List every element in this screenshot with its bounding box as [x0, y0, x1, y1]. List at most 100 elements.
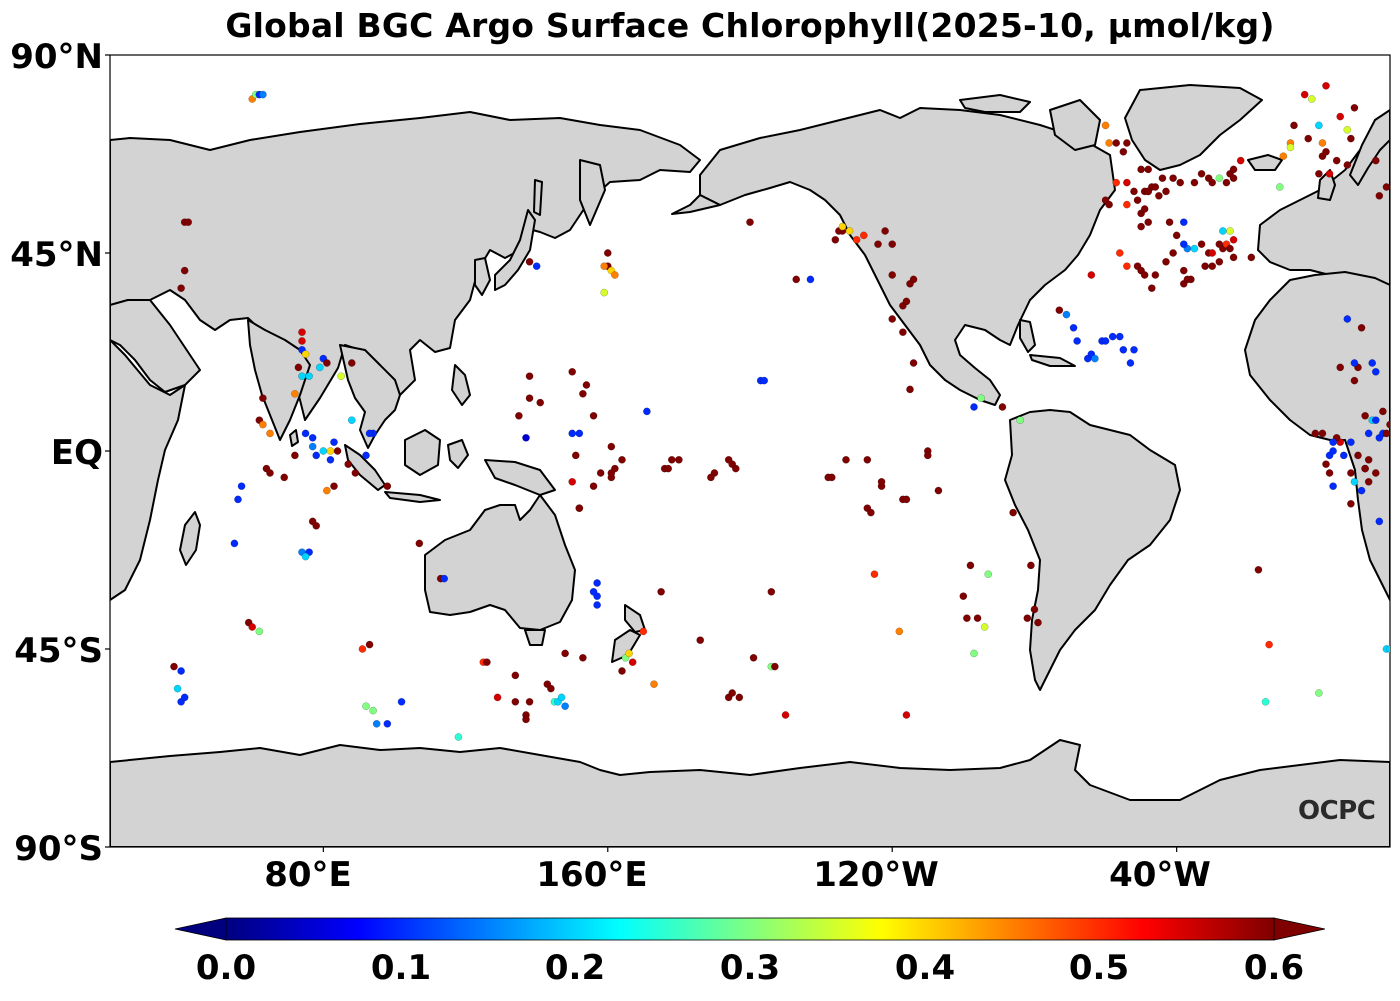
float-point [1386, 420, 1390, 429]
float-point [963, 614, 971, 623]
float-point [301, 350, 310, 359]
float-point [1144, 218, 1153, 227]
float-point [1318, 139, 1327, 147]
lon-label-40w: 40°W [1109, 855, 1211, 895]
float-point [1336, 363, 1345, 372]
float-point [1162, 257, 1170, 266]
borneo [404, 429, 441, 476]
float-point [365, 429, 374, 438]
float-point [483, 658, 491, 667]
float-point [1069, 323, 1078, 332]
float-point [347, 416, 356, 425]
float-point [1322, 81, 1330, 90]
float-point [977, 394, 985, 403]
float-point [1123, 178, 1131, 187]
float-point [593, 579, 601, 587]
float-point [1311, 429, 1320, 438]
float-point [973, 614, 982, 623]
float-point [525, 372, 534, 381]
float-point [1126, 359, 1135, 367]
float-point [667, 455, 676, 464]
new-zealand-south [611, 629, 641, 663]
float-point [1304, 134, 1313, 143]
float-point [1030, 605, 1039, 614]
float-point [909, 275, 918, 284]
float-point [1112, 139, 1121, 147]
float-point [749, 653, 758, 662]
float-point [923, 451, 932, 460]
float-point [1151, 271, 1160, 279]
float-point [259, 420, 267, 429]
madagascar [179, 511, 201, 566]
float-point [607, 442, 616, 451]
float-point [1347, 499, 1355, 508]
float-point [525, 257, 534, 266]
float-point [308, 433, 317, 442]
float-point [1147, 284, 1156, 293]
float-point [1361, 464, 1369, 473]
float-point [906, 385, 914, 394]
float-point [575, 429, 584, 438]
float-point [1265, 640, 1273, 649]
float-point [1201, 262, 1209, 271]
float-point [1286, 143, 1295, 152]
north-america [699, 107, 1116, 406]
float-point [1190, 178, 1199, 187]
float-point [1183, 275, 1192, 284]
float-point [899, 328, 907, 337]
float-point [1329, 482, 1337, 491]
float-point [1144, 165, 1153, 174]
float-point [298, 337, 306, 345]
land-layer [110, 84, 1390, 847]
float-point [1368, 359, 1377, 367]
float-point [664, 464, 673, 473]
float-point [984, 570, 993, 579]
float-point [1350, 477, 1359, 486]
colorbar-tick-4: 0.4 [894, 948, 956, 988]
float-point [1172, 231, 1181, 240]
float-point [248, 623, 257, 631]
float-point [1318, 429, 1327, 438]
float-point [1123, 200, 1131, 209]
float-point [607, 469, 616, 477]
float-point [522, 433, 530, 442]
float-point [1119, 345, 1128, 354]
lat-label-45n: 45°N [10, 235, 103, 275]
float-point [771, 662, 779, 671]
float-point [998, 403, 1007, 411]
float-point [902, 711, 911, 719]
float-point [1332, 156, 1341, 165]
float-point [536, 398, 545, 407]
float-point [1336, 112, 1345, 121]
float-point [440, 574, 449, 583]
float-point [525, 697, 534, 706]
float-point [618, 455, 626, 464]
float-point [1229, 174, 1238, 183]
float-point [1254, 565, 1263, 574]
float-point [895, 627, 904, 636]
float-point [731, 464, 740, 473]
float-point [525, 394, 534, 403]
float-point [266, 469, 274, 477]
java [384, 491, 441, 503]
float-point [1343, 315, 1352, 323]
float-point [746, 218, 754, 227]
alaska-peninsula [671, 194, 721, 215]
float-point [170, 662, 178, 671]
float-point [643, 407, 651, 416]
float-point [326, 447, 335, 455]
float-point [1347, 134, 1355, 143]
florida [1019, 319, 1036, 353]
float-point [1275, 183, 1284, 191]
float-point [1009, 508, 1017, 517]
float-point [1215, 240, 1224, 249]
float-point [383, 482, 392, 491]
colorbar-tick-3: 0.3 [719, 948, 781, 988]
float-point [1137, 222, 1145, 231]
korea [474, 257, 491, 296]
float-point [1357, 323, 1366, 332]
philippines [451, 364, 471, 406]
float-point [579, 653, 587, 662]
float-point [294, 363, 303, 372]
float-point [347, 359, 356, 367]
